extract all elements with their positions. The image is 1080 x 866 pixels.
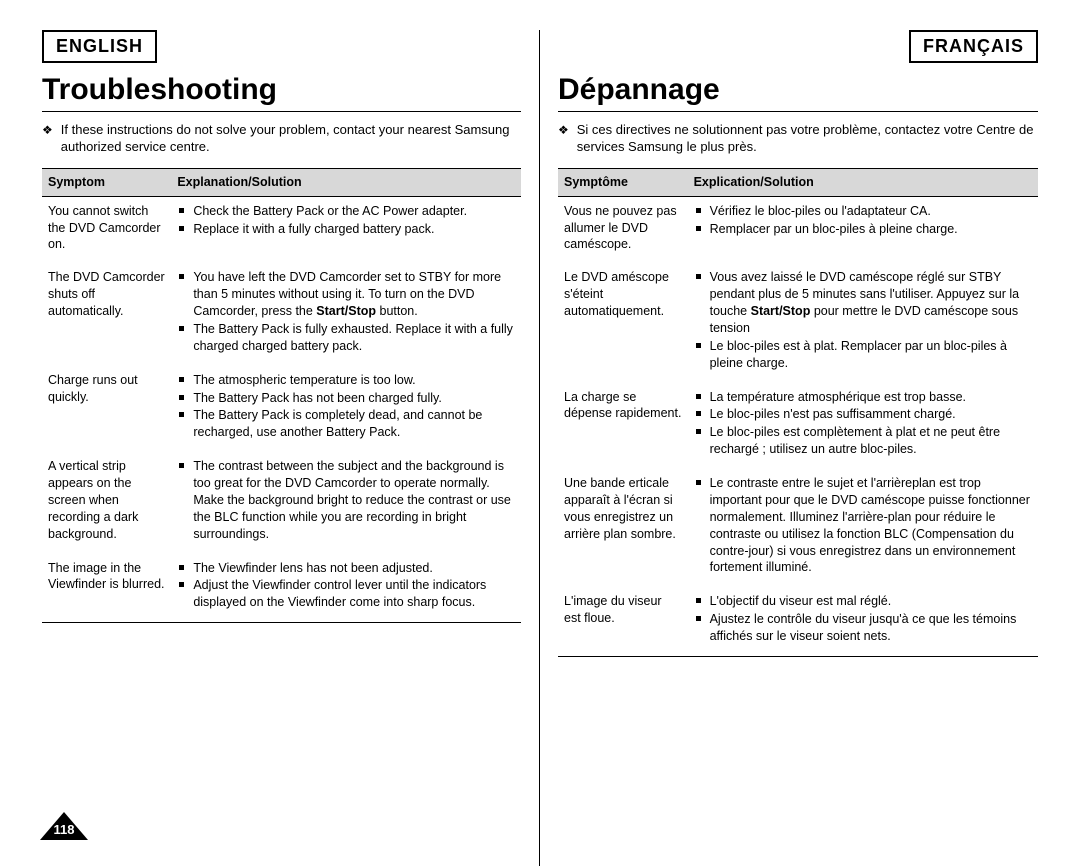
solution-list: L'objectif du viseur est mal réglé.Ajust… (694, 593, 1032, 645)
solution-cell: L'objectif du viseur est mal réglé.Ajust… (688, 587, 1038, 656)
solution-item: Le bloc-piles est complètement à plat et… (694, 424, 1032, 458)
diamond-bullet-icon: ❖ (42, 123, 53, 139)
intro-text: If these instructions do not solve your … (61, 122, 521, 156)
solution-cell: The atmospheric temperature is too low.T… (171, 366, 521, 453)
solution-item: The atmospheric temperature is too low. (177, 372, 515, 389)
symptom-cell: L'image du viseur est floue. (558, 587, 688, 656)
table-row: Le DVD améscope s'éteint automatiquement… (558, 263, 1038, 382)
th-symptom: Symptôme (558, 168, 688, 196)
rule (42, 622, 521, 623)
symptom-cell: Le DVD améscope s'éteint automatiquement… (558, 263, 688, 382)
rule (558, 656, 1038, 657)
solution-item: Le bloc-piles n'est pas suffisamment cha… (694, 406, 1032, 423)
symptom-cell: A vertical strip appears on the screen w… (42, 452, 171, 553)
table-row: Vous ne pouvez pas allumer le DVD camésc… (558, 196, 1038, 263)
th-solution: Explanation/Solution (171, 168, 521, 196)
solution-list: Vérifiez le bloc-piles ou l'adaptateur C… (694, 203, 1032, 238)
tbody-french: Vous ne pouvez pas allumer le DVD camésc… (558, 196, 1038, 656)
symptom-cell: Charge runs out quickly. (42, 366, 171, 453)
solution-list: You have left the DVD Camcorder set to S… (177, 269, 515, 354)
solution-item: L'objectif du viseur est mal réglé. (694, 593, 1032, 610)
symptom-cell: Une bande erticale apparaît à l'écran si… (558, 469, 688, 587)
table-row: Une bande erticale apparaît à l'écran si… (558, 469, 1038, 587)
solution-list: Vous avez laissé le DVD caméscope réglé … (694, 269, 1032, 371)
solution-cell: You have left the DVD Camcorder set to S… (171, 263, 521, 365)
solution-item: Check the Battery Pack or the AC Power a… (177, 203, 515, 220)
intro-english: ❖ If these instructions do not solve you… (42, 122, 521, 156)
table-row: Charge runs out quickly.The atmospheric … (42, 366, 521, 453)
solution-list: Check the Battery Pack or the AC Power a… (177, 203, 515, 238)
manual-page: ENGLISH Troubleshooting ❖ If these instr… (0, 0, 1080, 866)
solution-item: Vous avez laissé le DVD caméscope réglé … (694, 269, 1032, 337)
solution-cell: The contrast between the subject and the… (171, 452, 521, 553)
column-english: ENGLISH Troubleshooting ❖ If these instr… (30, 30, 540, 866)
troubleshooting-table-english: Symptom Explanation/Solution You cannot … (42, 168, 521, 622)
intro-french: ❖ Si ces directives ne solutionnent pas … (558, 122, 1038, 156)
th-symptom: Symptom (42, 168, 171, 196)
solution-list: The atmospheric temperature is too low.T… (177, 372, 515, 442)
symptom-cell: The image in the Viewfinder is blurred. (42, 554, 171, 623)
solution-item: Vérifiez le bloc-piles ou l'adaptateur C… (694, 203, 1032, 220)
solution-item: The Battery Pack is completely dead, and… (177, 407, 515, 441)
solution-item: Ajustez le contrôle du viseur jusqu'à ce… (694, 611, 1032, 645)
table-row: La charge se dépense rapidement. La tempé… (558, 383, 1038, 470)
language-badge-english: ENGLISH (42, 30, 157, 63)
solution-item: La température atmosphérique est trop ba… (694, 389, 1032, 406)
tbody-english: You cannot switch the DVD Camcorder on. C… (42, 196, 521, 622)
page-number-badge: 118 (40, 812, 88, 842)
solution-list: The contrast between the subject and the… (177, 458, 515, 542)
solution-cell: Vous avez laissé le DVD caméscope réglé … (688, 263, 1038, 382)
rule (42, 111, 521, 112)
solution-list: The Viewfinder lens has not been adjuste… (177, 560, 515, 612)
symptom-cell: The DVD Camcorder shuts off automaticall… (42, 263, 171, 365)
intro-text: Si ces directives ne solutionnent pas vo… (577, 122, 1038, 156)
solution-item: Remplacer par un bloc-piles à pleine cha… (694, 221, 1032, 238)
symptom-cell: Vous ne pouvez pas allumer le DVD camésc… (558, 196, 688, 263)
solution-cell: Vérifiez le bloc-piles ou l'adaptateur C… (688, 196, 1038, 263)
solution-item: Le contraste entre le sujet et l'arrière… (694, 475, 1032, 576)
table-row: A vertical strip appears on the screen w… (42, 452, 521, 553)
table-row: You cannot switch the DVD Camcorder on. C… (42, 196, 521, 263)
solution-item: The Battery Pack is fully exhausted. Rep… (177, 321, 515, 355)
solution-item: The contrast between the subject and the… (177, 458, 515, 542)
solution-list: La température atmosphérique est trop ba… (694, 389, 1032, 459)
symptom-cell: La charge se dépense rapidement. (558, 383, 688, 470)
table-row: L'image du viseur est floue.L'objectif d… (558, 587, 1038, 656)
solution-item: The Battery Pack has not been charged fu… (177, 390, 515, 407)
solution-item: Replace it with a fully charged battery … (177, 221, 515, 238)
solution-cell: The Viewfinder lens has not been adjuste… (171, 554, 521, 623)
troubleshooting-table-french: Symptôme Explication/Solution Vous ne po… (558, 168, 1038, 656)
table-row: The DVD Camcorder shuts off automaticall… (42, 263, 521, 365)
solution-item: The Viewfinder lens has not been adjuste… (177, 560, 515, 577)
diamond-bullet-icon: ❖ (558, 123, 569, 139)
solution-item: You have left the DVD Camcorder set to S… (177, 269, 515, 320)
solution-item: Le bloc-piles est à plat. Remplacer par … (694, 338, 1032, 372)
symptom-cell: You cannot switch the DVD Camcorder on. (42, 196, 171, 263)
solution-cell: Le contraste entre le sujet et l'arrière… (688, 469, 1038, 587)
rule (558, 111, 1038, 112)
column-french: FRANÇAIS Dépannage ❖ Si ces directives n… (540, 30, 1050, 866)
section-title-french: Dépannage (558, 73, 1038, 107)
table-row: The image in the Viewfinder is blurred. T… (42, 554, 521, 623)
solution-item: Adjust the Viewfinder control lever unti… (177, 577, 515, 611)
solution-list: Le contraste entre le sujet et l'arrière… (694, 475, 1032, 576)
solution-cell: Check the Battery Pack or the AC Power a… (171, 196, 521, 263)
section-title-english: Troubleshooting (42, 73, 521, 107)
solution-cell: La température atmosphérique est trop ba… (688, 383, 1038, 470)
language-badge-french: FRANÇAIS (909, 30, 1038, 63)
page-number-text: 118 (40, 822, 88, 837)
th-solution: Explication/Solution (688, 168, 1038, 196)
